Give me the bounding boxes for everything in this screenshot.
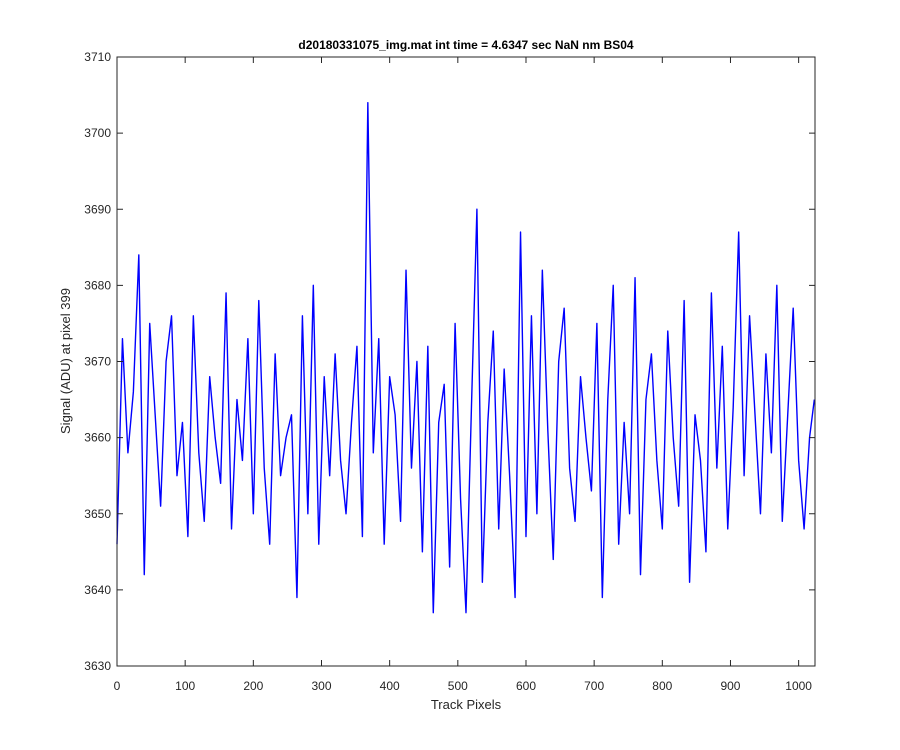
- y-tick-label: 3700: [84, 126, 111, 140]
- x-tick-label: 200: [243, 679, 263, 693]
- data-layer: [116, 101, 816, 614]
- y-axis-ticks: 3630 3640 3650 3660 3670 3680 3690 3700 3710: [84, 50, 815, 673]
- y-tick-label: 3630: [84, 659, 111, 673]
- x-axis-label: Track Pixels: [431, 697, 502, 712]
- x-tick-label: 400: [380, 679, 400, 693]
- y-tick-label: 3690: [84, 202, 111, 216]
- y-tick-label: 3650: [84, 507, 111, 521]
- y-tick-label: 3710: [84, 50, 111, 64]
- plot-background: [117, 57, 815, 666]
- y-axis-label: Signal (ADU) at pixel 399: [58, 288, 73, 434]
- x-tick-label: 0: [114, 679, 121, 693]
- x-tick-label: 800: [652, 679, 672, 693]
- y-tick-label: 3640: [84, 583, 111, 597]
- x-axis-ticks: 0 100 200 300 400 500 600 700 800 900 1000: [114, 57, 812, 693]
- x-tick-label: 500: [448, 679, 468, 693]
- series-line-1: [116, 101, 816, 614]
- chart-title: d20180331075_img.mat int time = 4.6347 s…: [298, 38, 634, 52]
- x-tick-label: 1000: [785, 679, 812, 693]
- x-tick-label: 600: [516, 679, 536, 693]
- x-tick-label: 100: [175, 679, 195, 693]
- x-tick-label: 300: [311, 679, 331, 693]
- y-tick-label: 3670: [84, 355, 111, 369]
- y-tick-label: 3660: [84, 431, 111, 445]
- x-tick-label: 700: [584, 679, 604, 693]
- x-tick-label: 900: [720, 679, 740, 693]
- y-tick-label: 3680: [84, 278, 111, 292]
